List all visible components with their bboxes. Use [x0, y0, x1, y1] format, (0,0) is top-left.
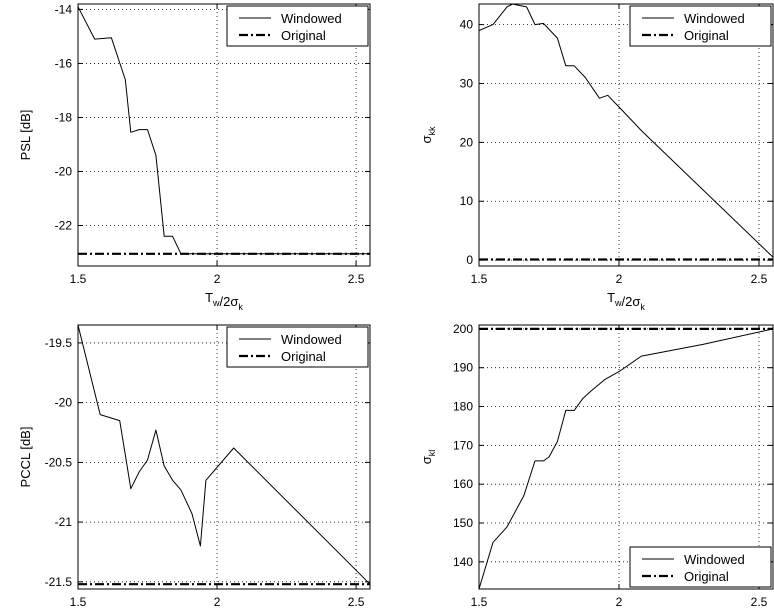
x-tick-label: 2.5	[751, 595, 768, 608]
y-axis-label: PCCL [dB]	[18, 427, 33, 488]
y-tick-label: 30	[460, 76, 474, 90]
legend-entry: Windowed	[281, 11, 342, 26]
legend-entry: Original	[281, 28, 326, 43]
series-group	[78, 6, 370, 255]
series-group	[78, 325, 370, 586]
legend-entry: Original	[684, 28, 729, 43]
chart-panel-4: 1.522.5140150160170180190200Tw/2σkσklWin…	[419, 322, 774, 608]
legend-entry: Windowed	[281, 332, 342, 347]
x-tick-label: 1.5	[471, 272, 488, 286]
x-tick-label: 2.5	[348, 595, 365, 608]
y-tick-label: -18	[55, 110, 73, 124]
y-tick-label: 190	[453, 361, 473, 375]
y-axis-label: σkk	[419, 126, 437, 144]
x-tick-label: 2	[616, 595, 623, 608]
x-tick-label: 2	[214, 272, 221, 286]
y-tick-label: 160	[453, 477, 473, 491]
y-tick-label: 170	[453, 438, 473, 452]
y-tick-label: -21	[55, 515, 73, 529]
y-tick-label: 200	[453, 322, 473, 336]
x-tick-label: 1.5	[471, 595, 488, 608]
y-tick-label: 150	[453, 516, 473, 530]
x-tick-label: 1.5	[70, 595, 87, 608]
chart-panel-3: 1.522.5-21.5-21-20.5-20-19.5Tw/2σkPCCL […	[18, 324, 371, 608]
y-tick-label: 40	[460, 18, 474, 32]
legend-entry: Original	[684, 569, 729, 584]
y-tick-label: 10	[460, 194, 474, 208]
legend-entry: Windowed	[684, 11, 745, 26]
x-axis-label: Tw/2σk	[607, 290, 645, 312]
series-group	[479, 4, 773, 261]
y-tick-label: -20	[55, 396, 73, 410]
y-tick-label: 140	[453, 555, 473, 569]
series-line-windowed	[78, 325, 370, 585]
y-tick-label: 180	[453, 400, 473, 414]
chart-panel-2: 1.5 2 2.5 0 10 20 30 40 Tw/2σk σkk Windowed Origina…	[419, 3, 774, 312]
legend-box	[629, 546, 772, 588]
legend-box	[226, 326, 369, 368]
y-tick-label: -19.5	[45, 336, 73, 350]
legend-box	[226, 5, 369, 47]
y-tick-label: -14	[55, 2, 73, 16]
y-tick-label: 20	[460, 135, 474, 149]
axes-box	[77, 324, 371, 590]
y-axis-label: PSL [dB]	[18, 110, 33, 161]
y-axis-label: σkl	[419, 450, 437, 465]
grid	[78, 4, 370, 266]
legend: Windowed Original	[226, 326, 369, 368]
y-tick-label: 0	[466, 253, 473, 267]
axes-box	[77, 3, 371, 267]
legend: Windowed Original	[629, 5, 772, 47]
y-tick-label: -20.5	[45, 455, 73, 469]
x-tick-label: 1.5	[70, 272, 87, 286]
series-line-windowed	[479, 4, 773, 258]
chart-panel-1: 1.5 2 2.5 -22 -20 -18 -16 -14 Tw/2σk PSL [dB] Wind…	[18, 2, 371, 312]
legend-entry: Windowed	[684, 552, 745, 567]
series-group	[479, 327, 773, 589]
legend: Windowed Original	[226, 5, 369, 47]
axes-box	[478, 324, 774, 590]
x-tick-label: 2	[616, 272, 623, 286]
y-tick-label: -16	[55, 56, 73, 70]
legend-entry: Original	[281, 349, 326, 364]
x-tick-label: 2	[214, 595, 221, 608]
x-tick-label: 2.5	[751, 272, 768, 286]
series-line-windowed	[479, 328, 773, 589]
x-axis-label: Tw/2σk	[205, 290, 243, 312]
axes-box	[478, 3, 774, 267]
y-tick-label: -20	[55, 164, 73, 178]
legend-box	[629, 5, 772, 47]
legend: Windowed Original	[629, 546, 772, 588]
y-tick-label: -21.5	[45, 575, 73, 589]
x-tick-label: 2.5	[348, 272, 365, 286]
y-tick-label: -22	[55, 218, 73, 232]
